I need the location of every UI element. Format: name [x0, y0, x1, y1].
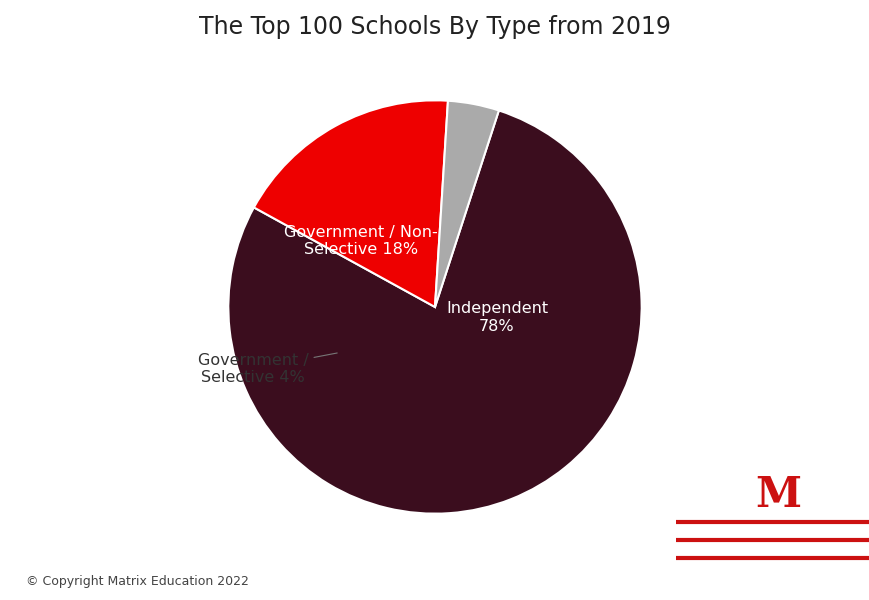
Wedge shape [254, 100, 448, 307]
Title: The Top 100 Schools By Type from 2019: The Top 100 Schools By Type from 2019 [199, 15, 670, 39]
Text: © Copyright Matrix Education 2022: © Copyright Matrix Education 2022 [26, 575, 249, 588]
Wedge shape [228, 110, 641, 514]
Text: M: M [754, 474, 801, 516]
Wedge shape [434, 101, 498, 307]
Text: Government /
Selective 4%: Government / Selective 4% [197, 353, 337, 385]
Text: Independent
78%: Independent 78% [446, 301, 547, 334]
Text: Government / Non-
Selective 18%: Government / Non- Selective 18% [283, 224, 437, 257]
